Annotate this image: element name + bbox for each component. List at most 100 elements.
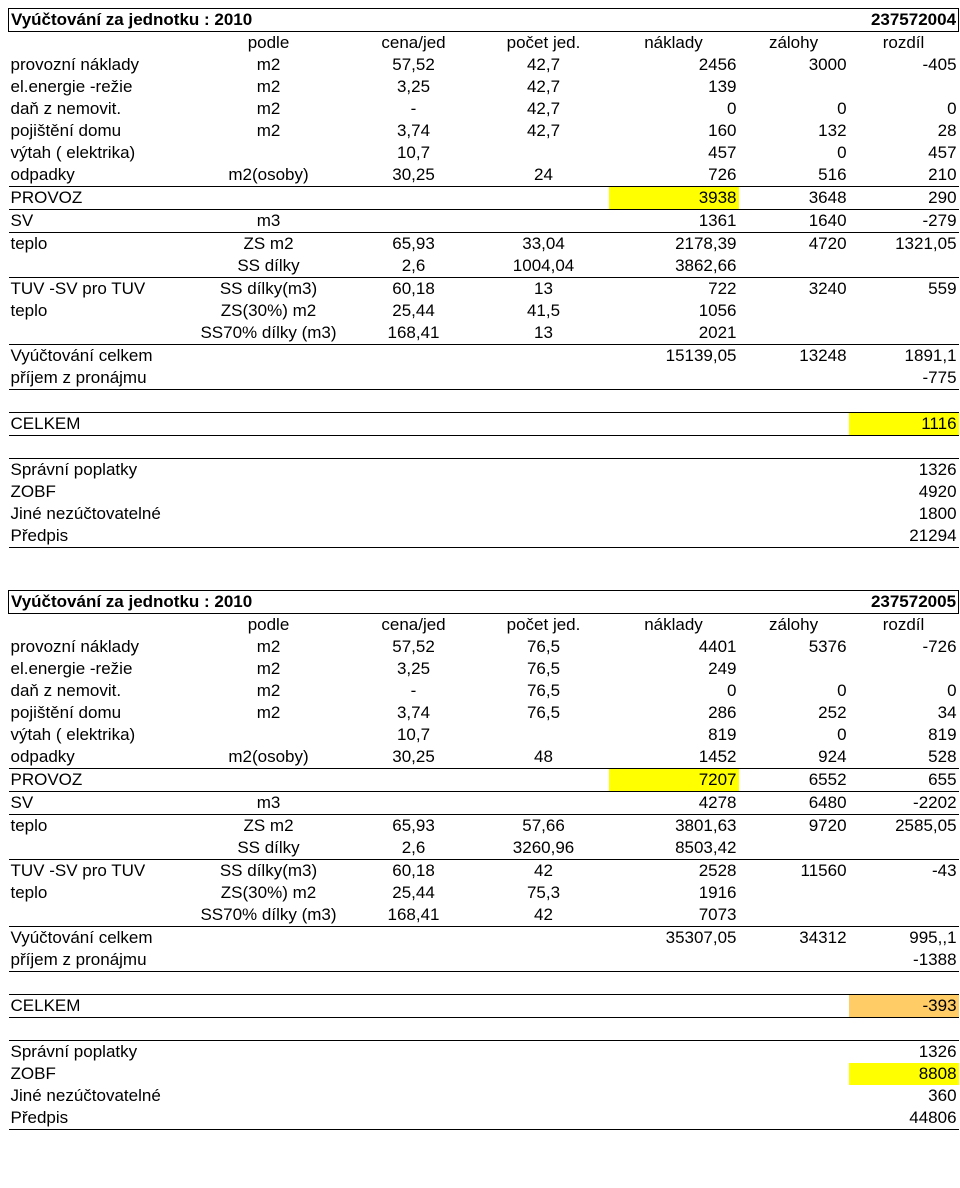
- statement-table: Vyúčtování za jednotku : 2010237572005po…: [8, 590, 959, 1130]
- cell: 2585,05: [849, 815, 959, 838]
- header-cell: [9, 32, 189, 55]
- table-row: SS70% dílky (m3)168,41132021: [9, 322, 959, 345]
- table-row: daň z nemovit.m2-42,7000: [9, 98, 959, 120]
- table-row: Předpis44806: [9, 1107, 959, 1130]
- cell: [479, 459, 609, 482]
- cell: 1640: [739, 210, 849, 233]
- table-row: el.energie -režiem23,2542,7139: [9, 76, 959, 98]
- cell: [849, 322, 959, 345]
- cell: 57,52: [349, 636, 479, 658]
- cell: [479, 210, 609, 233]
- cell: [609, 525, 739, 548]
- cell: [609, 1085, 739, 1107]
- cell: 65,93: [349, 233, 479, 256]
- cell: 5376: [739, 636, 849, 658]
- cell: [739, 658, 849, 680]
- cell: [739, 1041, 849, 1064]
- cell: [739, 76, 849, 98]
- cell: [349, 345, 479, 368]
- cell: [189, 142, 349, 164]
- cell: 34312: [739, 927, 849, 950]
- cell: SV: [9, 792, 189, 815]
- table-row: pojištění domum23,7442,716013228: [9, 120, 959, 142]
- cell: [9, 904, 189, 927]
- header-cell: zálohy: [739, 614, 849, 637]
- cell: 0: [739, 724, 849, 746]
- cell: [349, 367, 479, 390]
- cell: 0: [849, 98, 959, 120]
- cell: 132: [739, 120, 849, 142]
- cell: 528: [849, 746, 959, 769]
- cell: 210: [849, 164, 959, 187]
- cell: [189, 1107, 349, 1130]
- cell: 41,5: [479, 300, 609, 322]
- cell: 995,,1: [849, 927, 959, 950]
- cell: -405: [849, 54, 959, 76]
- cell: m2: [189, 120, 349, 142]
- table-row: TUV -SV pro TUVSS dílky(m3)60,1813722324…: [9, 278, 959, 301]
- cell: m2: [189, 54, 349, 76]
- cell: Jiné nezúčtovatelné: [9, 503, 189, 525]
- cell: 76,5: [479, 658, 609, 680]
- cell: [189, 413, 349, 436]
- cell: [739, 300, 849, 322]
- cell: [739, 481, 849, 503]
- cell: [349, 1107, 479, 1130]
- header-cell: náklady: [609, 32, 739, 55]
- cell: CELKEM: [9, 995, 189, 1018]
- cell: [609, 481, 739, 503]
- cell: -775: [849, 367, 959, 390]
- cell: [349, 769, 479, 792]
- cell: [189, 1085, 349, 1107]
- cell: 21294: [849, 525, 959, 548]
- cell: ZS m2: [189, 233, 349, 256]
- title-left: Vyúčtování za jednotku : 2010: [9, 591, 479, 614]
- cell: odpadky: [9, 746, 189, 769]
- cell: 76,5: [479, 636, 609, 658]
- cell: [849, 882, 959, 904]
- cell: 3,74: [349, 120, 479, 142]
- cell: Správní poplatky: [9, 459, 189, 482]
- header-cell: podle: [189, 32, 349, 55]
- cell: Jiné nezúčtovatelné: [9, 1085, 189, 1107]
- cell: příjem z pronájmu: [9, 949, 189, 972]
- header-row: podlecena/jedpočet jed.nákladyzálohyrozd…: [9, 32, 959, 55]
- table-row: ZOBF4920: [9, 481, 959, 503]
- cell: [849, 658, 959, 680]
- cell: Předpis: [9, 1107, 189, 1130]
- cell: příjem z pronájmu: [9, 367, 189, 390]
- table-row: Předpis21294: [9, 525, 959, 548]
- cell: [189, 459, 349, 482]
- cell: 457: [609, 142, 739, 164]
- cell: [189, 995, 349, 1018]
- cell: 3648: [739, 187, 849, 210]
- table-row: příjem z pronájmu -775: [9, 367, 959, 390]
- cell: ZS(30%) m2: [189, 882, 349, 904]
- cell: [349, 459, 479, 482]
- cell: -726: [849, 636, 959, 658]
- cell: 559: [849, 278, 959, 301]
- header-cell: rozdíl: [849, 32, 959, 55]
- cell: 60,18: [349, 278, 479, 301]
- cell: pojištění domu: [9, 120, 189, 142]
- header-cell: zálohy: [739, 32, 849, 55]
- cell: [349, 525, 479, 548]
- cell: [609, 1041, 739, 1064]
- cell: [479, 413, 609, 436]
- cell: 25,44: [349, 882, 479, 904]
- cell: TUV -SV pro TUV: [9, 278, 189, 301]
- cell: [739, 367, 849, 390]
- cell: [849, 837, 959, 860]
- cell: [739, 882, 849, 904]
- cell: 75,3: [479, 882, 609, 904]
- cell: m3: [189, 792, 349, 815]
- cell: [189, 481, 349, 503]
- cell: [189, 345, 349, 368]
- table-row: SVm313611640-279: [9, 210, 959, 233]
- cell: 4920: [849, 481, 959, 503]
- cell: 3260,96: [479, 837, 609, 860]
- cell: 35307,05: [609, 927, 739, 950]
- cell: 30,25: [349, 164, 479, 187]
- cell: 2,6: [349, 837, 479, 860]
- cell: 2456: [609, 54, 739, 76]
